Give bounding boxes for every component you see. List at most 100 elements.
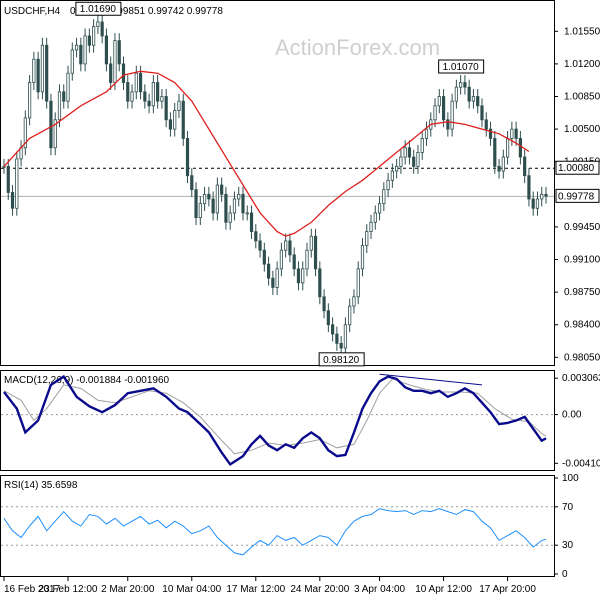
candle-body [228, 212, 232, 223]
candle-body [79, 44, 83, 65]
chart-header: USDCHF,H4 0.99786 0.99851 0.99742 0.9977… [4, 6, 223, 17]
candle-body [117, 40, 121, 65]
candle-body [454, 86, 458, 102]
rsi-tick-label: 70 [562, 502, 574, 513]
candle-body [412, 156, 416, 167]
candle-body [113, 40, 117, 83]
candle-body [497, 165, 501, 172]
macd-lines: 0.003063 0.00 -0.004104 [1, 373, 600, 469]
candle-body [420, 138, 424, 153]
time-tick-label: 16 Feb 2017 [4, 584, 61, 595]
candle-body [74, 44, 79, 51]
candle-body [369, 221, 373, 232]
candle-body [399, 156, 403, 167]
candle-body [109, 63, 113, 83]
candle-body [348, 305, 352, 326]
candle-body [198, 203, 202, 219]
rsi-tick-label: 100 [562, 473, 579, 484]
candle-body [177, 100, 181, 111]
candle-body [313, 235, 318, 270]
price-panel [0, 0, 555, 366]
candle-body [309, 235, 313, 251]
candle-body [57, 91, 62, 121]
candle-body [318, 268, 322, 298]
macd-tick-label: 0.00 [562, 410, 582, 421]
candle-body [190, 175, 194, 191]
price-candles [2, 14, 548, 356]
candle-body [254, 231, 258, 242]
watermark: ActionForex.com [275, 35, 440, 60]
candle-body [335, 333, 339, 344]
time-tick-label: 17 Mar 12:00 [226, 584, 285, 595]
price-tick-label: 0.98750 [564, 287, 600, 298]
ohlc-label: 0.99786 0.99851 0.99742 0.99778 [70, 6, 223, 17]
candle-body [70, 49, 74, 74]
price-annotations: 1.01690 1.01070 0.98120 [75, 1, 485, 367]
candle-body [395, 165, 399, 172]
annotation-label: 1.01070 [443, 62, 480, 73]
candle-body [53, 119, 57, 149]
candle-body [288, 240, 292, 256]
level-label: 1.00080 [558, 163, 595, 174]
candle-body [424, 128, 429, 139]
candle-body [540, 193, 544, 200]
candle-body [450, 100, 454, 130]
time-tick-label: 10 Apr 12:00 [415, 584, 472, 595]
candle-body [416, 151, 420, 167]
candle-body [32, 58, 36, 83]
time-tick-label: 23 Feb 12:00 [39, 584, 98, 595]
candle-body [49, 100, 53, 149]
candle-body [514, 128, 518, 139]
candle-body [258, 240, 262, 251]
candle-body [266, 263, 271, 279]
candle-body [66, 72, 70, 102]
candle-body [173, 110, 177, 130]
candle-body [446, 119, 450, 130]
candle-body [104, 35, 109, 65]
candle-body [211, 198, 215, 214]
candle-body [433, 105, 437, 121]
annotation-box [318, 352, 365, 367]
candle-body [493, 138, 497, 167]
time-tick-label: 17 Apr 20:00 [479, 584, 536, 595]
candle-body [168, 119, 173, 130]
candle-body [138, 72, 143, 93]
last-price-label: 0.99778 [558, 191, 595, 202]
price-tick-label: 1.00850 [564, 92, 600, 103]
annotation-label: 1.01690 [80, 4, 117, 15]
rsi-panel [0, 475, 555, 577]
candle-body [296, 268, 301, 284]
candle-body [403, 147, 407, 158]
candle-body [305, 249, 309, 270]
candle-body [356, 268, 360, 298]
candle-body [23, 117, 27, 149]
candle-body [331, 324, 335, 335]
candle-body [544, 193, 548, 197]
candle-body [377, 203, 382, 214]
candle-body [92, 26, 96, 46]
time-tick-label: 2 Mar 20:00 [101, 584, 155, 595]
macd-tick-label: -0.004104 [562, 458, 600, 469]
candle-body [322, 296, 326, 312]
candle-body [382, 189, 386, 205]
candle-body [28, 82, 32, 119]
candle-body [185, 138, 190, 177]
candle-body [352, 296, 356, 307]
candle-body [275, 268, 279, 288]
candle-body [437, 96, 441, 107]
candle-body [488, 128, 493, 139]
candle-body [510, 128, 514, 139]
candle-body [202, 193, 207, 205]
time-tick-label: 24 Mar 20:00 [290, 584, 349, 595]
candle-body [164, 96, 168, 121]
candle-body [518, 138, 522, 158]
candle-body [100, 21, 104, 37]
price-tick-label: 0.98050 [564, 352, 600, 363]
candle-body [83, 35, 87, 65]
candle-body [96, 21, 100, 28]
price-tick-label: 1.00500 [564, 124, 600, 135]
horizontal-level: 1.00080 0.99778 [1, 160, 600, 203]
price-tick-label: 0.99450 [564, 222, 600, 233]
